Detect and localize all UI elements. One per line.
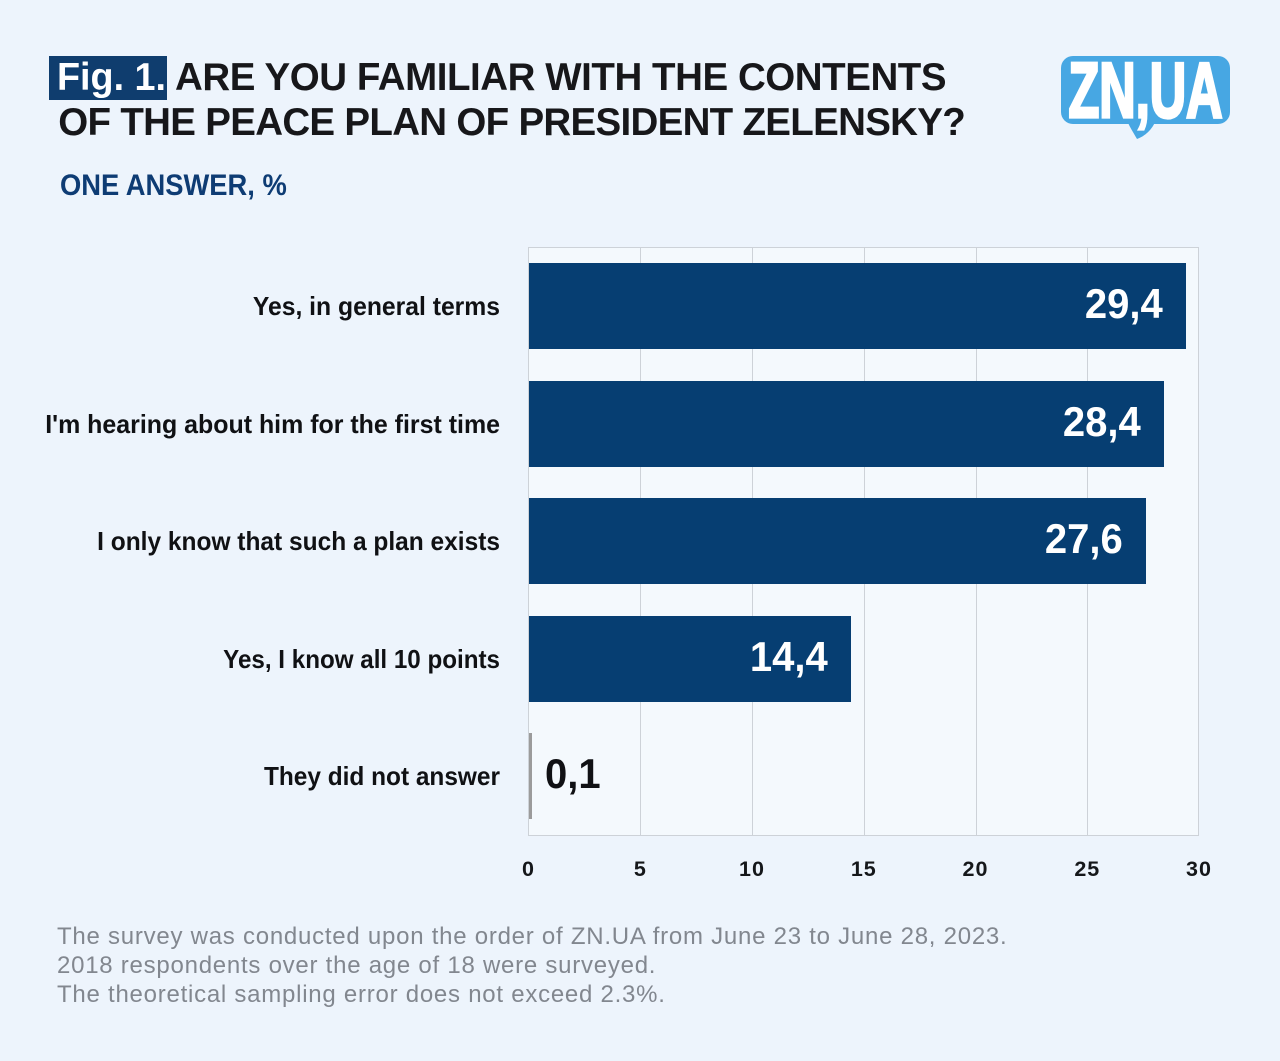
- svg-text:ZN,UA: ZN,UA: [1069, 56, 1223, 134]
